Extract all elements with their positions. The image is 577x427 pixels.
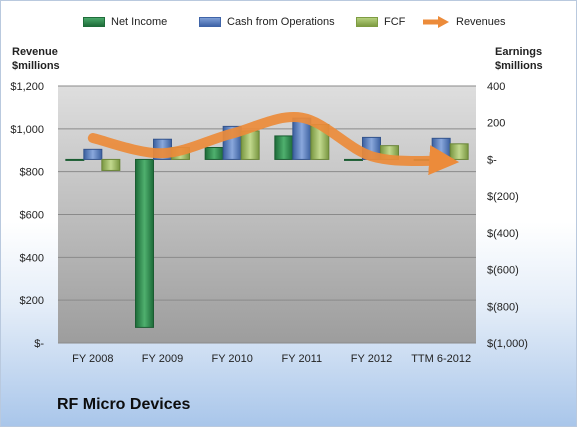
right-axis-ticks: $(1,000) $(800) $(600) $(400) $(200) $- 200 400 bbox=[487, 81, 528, 350]
legend-swatch-cash-from-operations bbox=[199, 17, 221, 27]
net-income-bar bbox=[135, 158, 154, 328]
legend-swatch-fcf bbox=[356, 17, 378, 27]
left-tick-label: $400 bbox=[20, 252, 44, 264]
right-tick-label: 400 bbox=[487, 81, 505, 93]
legend-label-net-income: Net Income bbox=[111, 16, 168, 28]
right-tick-label: $(200) bbox=[487, 191, 519, 203]
left-tick-label: $- bbox=[34, 338, 44, 350]
legend-item-cash-from-operations: Cash from Operations bbox=[199, 16, 335, 28]
right-tick-label: $(800) bbox=[487, 301, 519, 313]
left-tick-label: $200 bbox=[20, 295, 44, 307]
left-tick-label: $1,200 bbox=[10, 81, 44, 93]
revenues-point bbox=[92, 138, 93, 139]
legend-item-fcf: FCF bbox=[356, 16, 405, 28]
revenues-point bbox=[371, 156, 372, 157]
legend-label-revenues: Revenues bbox=[456, 16, 506, 28]
right-tick-label: $(1,000) bbox=[487, 338, 528, 350]
revenues-point bbox=[162, 153, 163, 154]
net-income-bar bbox=[274, 135, 294, 160]
legend-label-cash-from-operations: Cash from Operations bbox=[227, 16, 335, 28]
cash-from-operations-bar bbox=[83, 148, 103, 160]
category-tick-label: FY 2011 bbox=[282, 353, 323, 365]
right-axis-title: Earnings $millions bbox=[495, 46, 543, 72]
legend-item-revenues: Revenues bbox=[422, 16, 506, 28]
category-ticks: FY 2008 FY 2009 FY 2010 FY 2011 FY 2012 TTM 6… bbox=[72, 353, 471, 365]
category-tick-label: FY 2008 bbox=[72, 353, 113, 365]
revenue-line bbox=[87, 112, 460, 176]
net-income-bar bbox=[204, 146, 224, 160]
legend-label-fcf: FCF bbox=[384, 16, 406, 28]
legend-swatch-net-income bbox=[83, 17, 105, 27]
left-tick-label: $1,000 bbox=[10, 124, 44, 136]
left-axis-ticks: $- $200 $400 $600 $800 $1,000 $1,200 bbox=[10, 81, 44, 350]
category-tick-label: FY 2012 bbox=[351, 353, 392, 365]
left-tick-label: $800 bbox=[20, 167, 44, 179]
net-income-bar bbox=[65, 158, 85, 161]
gridlines bbox=[58, 85, 476, 344]
revenues-line bbox=[87, 112, 460, 176]
left-axis-title: Revenue $millions bbox=[12, 46, 60, 72]
revenues-point bbox=[301, 117, 302, 118]
company-name: RF Micro Devices bbox=[57, 396, 191, 413]
category-tick-label: TTM 6-2012 bbox=[411, 353, 471, 365]
legend-item-net-income: Net Income bbox=[83, 16, 167, 28]
revenues-point bbox=[232, 133, 233, 134]
revenues-point bbox=[441, 160, 442, 161]
right-tick-label: $- bbox=[487, 154, 497, 166]
category-tick-label: FY 2010 bbox=[211, 353, 252, 365]
category-tick-label: FY 2009 bbox=[142, 353, 183, 365]
fcf-bar bbox=[101, 158, 121, 171]
right-tick-label: 200 bbox=[487, 118, 505, 130]
fcf-bar bbox=[449, 143, 469, 160]
right-tick-label: $(600) bbox=[487, 265, 519, 277]
net-income-bar bbox=[344, 158, 363, 161]
left-tick-label: $600 bbox=[20, 210, 44, 222]
right-tick-label: $(400) bbox=[487, 228, 519, 240]
chart-legend: Net Income Cash from Operations FCF Reve… bbox=[0, 16, 577, 32]
legend-arrow-revenues bbox=[423, 16, 449, 28]
